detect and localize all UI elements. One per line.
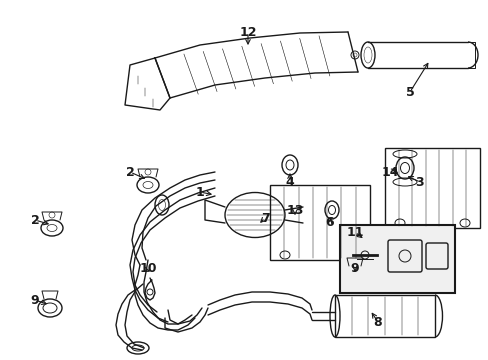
Text: 9: 9 [31,293,39,306]
Text: 14: 14 [381,166,398,179]
Text: 5: 5 [405,85,413,99]
Text: 13: 13 [286,203,303,216]
Text: 12: 12 [239,26,256,39]
Text: 10: 10 [139,261,157,274]
Text: 2: 2 [125,166,134,179]
Text: 2: 2 [31,213,40,226]
Bar [269,185,369,260]
Text: 1: 1 [195,185,204,198]
Bar [334,295,434,337]
Text: 6: 6 [325,216,334,229]
Text: 9: 9 [350,261,359,274]
Text: 4: 4 [285,175,294,189]
Bar [384,148,479,228]
Text: 3: 3 [415,175,424,189]
Bar [339,225,454,293]
Text: 7: 7 [260,211,269,225]
Text: 8: 8 [373,315,382,328]
Text: 11: 11 [346,225,363,238]
